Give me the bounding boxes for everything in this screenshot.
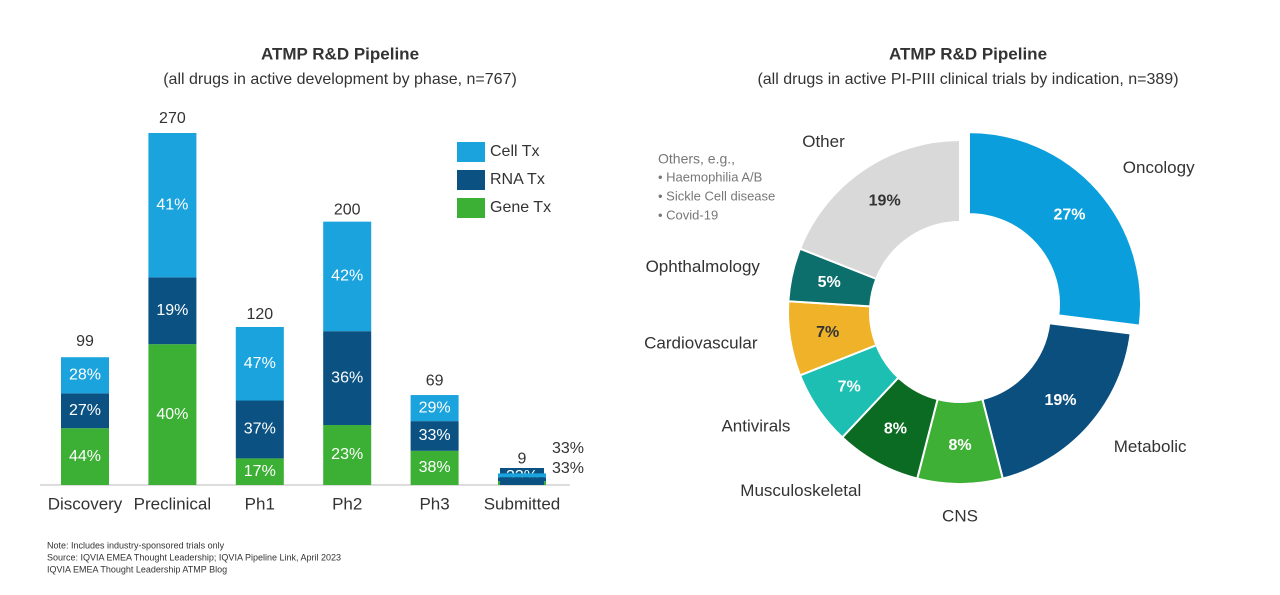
bar-segment <box>410 421 459 451</box>
segment-label: 37% <box>244 421 276 438</box>
slice-category-label: Cardiovascular <box>644 334 758 353</box>
annotation-item: • Sickle Cell disease <box>658 188 775 203</box>
segment-label: 42% <box>331 268 363 285</box>
total-label: 200 <box>334 201 361 218</box>
total-label: 270 <box>159 110 186 127</box>
total-label: 120 <box>246 306 273 323</box>
annotation-item: • Covid-19 <box>658 207 718 222</box>
category-label: Preclinical <box>134 494 211 513</box>
slice-category-label: CNS <box>942 506 978 525</box>
segment-label: 27% <box>69 402 101 419</box>
segment-label: 33% <box>419 427 451 444</box>
donut-slice <box>798 138 961 281</box>
slice-value-label: 5% <box>818 274 841 291</box>
bar-segment <box>410 395 459 422</box>
category-label: Ph3 <box>419 494 449 513</box>
bar-segment <box>323 425 372 485</box>
segment-label: 38% <box>419 459 451 476</box>
bar-subtitle: (all drugs in active development by phas… <box>163 71 517 88</box>
slice-value-label: 7% <box>838 379 861 396</box>
slice-category-label: Musculoskeletal <box>740 481 861 500</box>
annotation-item: • Haemophilia A/B <box>658 169 762 184</box>
slice-value-label: 8% <box>884 421 907 438</box>
slice-value-label: 7% <box>816 324 839 341</box>
donut-subtitle: (all drugs in active PI-PIII clinical tr… <box>757 71 1178 88</box>
legend-swatch <box>457 142 485 162</box>
slice-category-label: Ophthalmology <box>646 257 761 276</box>
bar-segment <box>235 458 284 485</box>
total-label: 69 <box>426 372 444 389</box>
legend-label: RNA Tx <box>490 171 545 188</box>
slice-value-label: 8% <box>948 437 971 454</box>
segment-label: 41% <box>156 196 188 213</box>
bar-segment <box>323 331 372 426</box>
category-label: Ph2 <box>332 494 362 513</box>
footnote: Note: Includes industry-sponsored trials… <box>47 540 225 550</box>
bar-segment <box>498 473 546 478</box>
category-label: Submitted <box>484 494 561 513</box>
bar-segment <box>148 344 197 485</box>
slice-category-label: Metabolic <box>1114 437 1187 456</box>
bar-segment <box>61 428 109 485</box>
footnote: IQVIA EMEA Thought Leadership ATMP Blog <box>47 564 227 574</box>
segment-label: 23% <box>331 446 363 463</box>
slice-category-label: Other <box>802 132 845 151</box>
segment-label: 44% <box>69 448 101 465</box>
slice-category-label: Oncology <box>1123 158 1195 177</box>
slice-value-label: 19% <box>1044 392 1076 409</box>
legend-swatch <box>457 170 485 190</box>
annotation-heading: Others, e.g., <box>658 151 735 167</box>
donut-title: ATMP R&D Pipeline <box>889 44 1047 63</box>
bar-segment <box>61 357 109 394</box>
bar-segment <box>323 221 372 332</box>
bar-segment <box>148 133 197 278</box>
segment-label: 33% <box>552 440 584 457</box>
slice-value-label: 27% <box>1054 207 1086 224</box>
footnote: Source: IQVIA EMEA Thought Leadership; I… <box>47 552 341 562</box>
category-label: Discovery <box>48 494 123 513</box>
total-label: 99 <box>76 333 94 350</box>
segment-label: 40% <box>156 406 188 423</box>
segment-label: 29% <box>419 399 451 416</box>
category-label: Ph1 <box>245 494 275 513</box>
bar-segment <box>410 450 459 485</box>
bar-segment <box>148 277 197 345</box>
slice-category-label: Antivirals <box>721 417 790 436</box>
total-label: 9 <box>518 450 527 467</box>
legend-swatch <box>457 198 485 218</box>
segment-label: 19% <box>156 302 188 319</box>
segment-label: 36% <box>331 369 363 386</box>
slice-value-label: 19% <box>869 192 901 209</box>
legend-label: Gene Tx <box>490 199 551 216</box>
bar-segment <box>61 393 109 429</box>
segment-label: 33% <box>552 460 584 477</box>
bar-segment <box>498 477 546 482</box>
donut-slice <box>981 322 1132 480</box>
donut-slice <box>968 131 1143 327</box>
bar-segment <box>235 326 284 401</box>
segment-label: 17% <box>244 463 276 480</box>
bar-title: ATMP R&D Pipeline <box>261 44 419 63</box>
bar-segment <box>235 400 284 459</box>
legend-label: Cell Tx <box>490 143 540 160</box>
segment-label: 28% <box>69 367 101 384</box>
segment-label: 47% <box>244 355 276 372</box>
